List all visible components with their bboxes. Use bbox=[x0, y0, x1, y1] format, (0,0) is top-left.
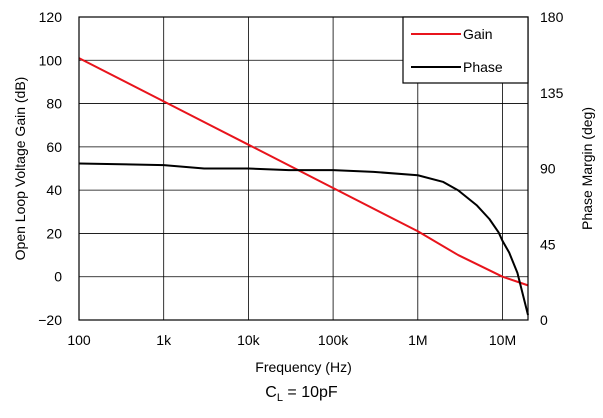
x-tick-label: 10M bbox=[489, 332, 516, 348]
legend-label-phase: Phase bbox=[463, 59, 503, 75]
y2-axis-title: Phase Margin (deg) bbox=[579, 107, 595, 230]
series-line-gain bbox=[78, 57, 529, 287]
x-tick-label: 1k bbox=[156, 332, 172, 348]
legend-label-gain: Gain bbox=[463, 26, 493, 42]
y-tick-label: −20 bbox=[38, 312, 62, 328]
y-tick-label: 60 bbox=[46, 139, 62, 155]
series-layer bbox=[78, 57, 529, 316]
chart: 100 1k 10k 100k 1M 10M −20 0 20 40 60 80 100 120 0 45 90… bbox=[12, 9, 595, 375]
y2-tick-label: 0 bbox=[540, 312, 548, 328]
y-tick-label: 100 bbox=[39, 52, 63, 68]
plot-frame bbox=[78, 16, 529, 321]
y-tick-label: 20 bbox=[46, 225, 62, 241]
x-tick-label: 100k bbox=[318, 332, 349, 348]
ticks-layer: 100 1k 10k 100k 1M 10M −20 0 20 40 60 80 100 120 0 45 90… bbox=[38, 9, 563, 348]
y-tick-label: 120 bbox=[39, 9, 63, 25]
caption-main: C bbox=[265, 384, 277, 401]
chart-caption: CL = 10pF bbox=[0, 384, 603, 404]
y-tick-label: 0 bbox=[54, 269, 62, 285]
x-tick-label: 100 bbox=[67, 332, 91, 348]
legend-box bbox=[402, 16, 529, 84]
x-tick-label: 1M bbox=[408, 332, 427, 348]
y-axis-title: Open Loop Voltage Gain (dB) bbox=[12, 77, 28, 261]
y-tick-label: 40 bbox=[46, 182, 62, 198]
caption-subscript: L bbox=[276, 392, 283, 405]
y2-tick-label: 45 bbox=[540, 236, 556, 252]
x-axis-title: Frequency (Hz) bbox=[255, 359, 351, 375]
y2-tick-label: 135 bbox=[540, 85, 564, 101]
legend: Gain Phase bbox=[402, 16, 529, 84]
y-tick-label: 80 bbox=[46, 96, 62, 112]
x-tick-label: 10k bbox=[237, 332, 261, 348]
y2-tick-label: 180 bbox=[540, 9, 564, 25]
y2-tick-label: 90 bbox=[540, 161, 556, 177]
caption-rest: = 10pF bbox=[282, 384, 338, 401]
series-line-phase bbox=[78, 162, 529, 316]
